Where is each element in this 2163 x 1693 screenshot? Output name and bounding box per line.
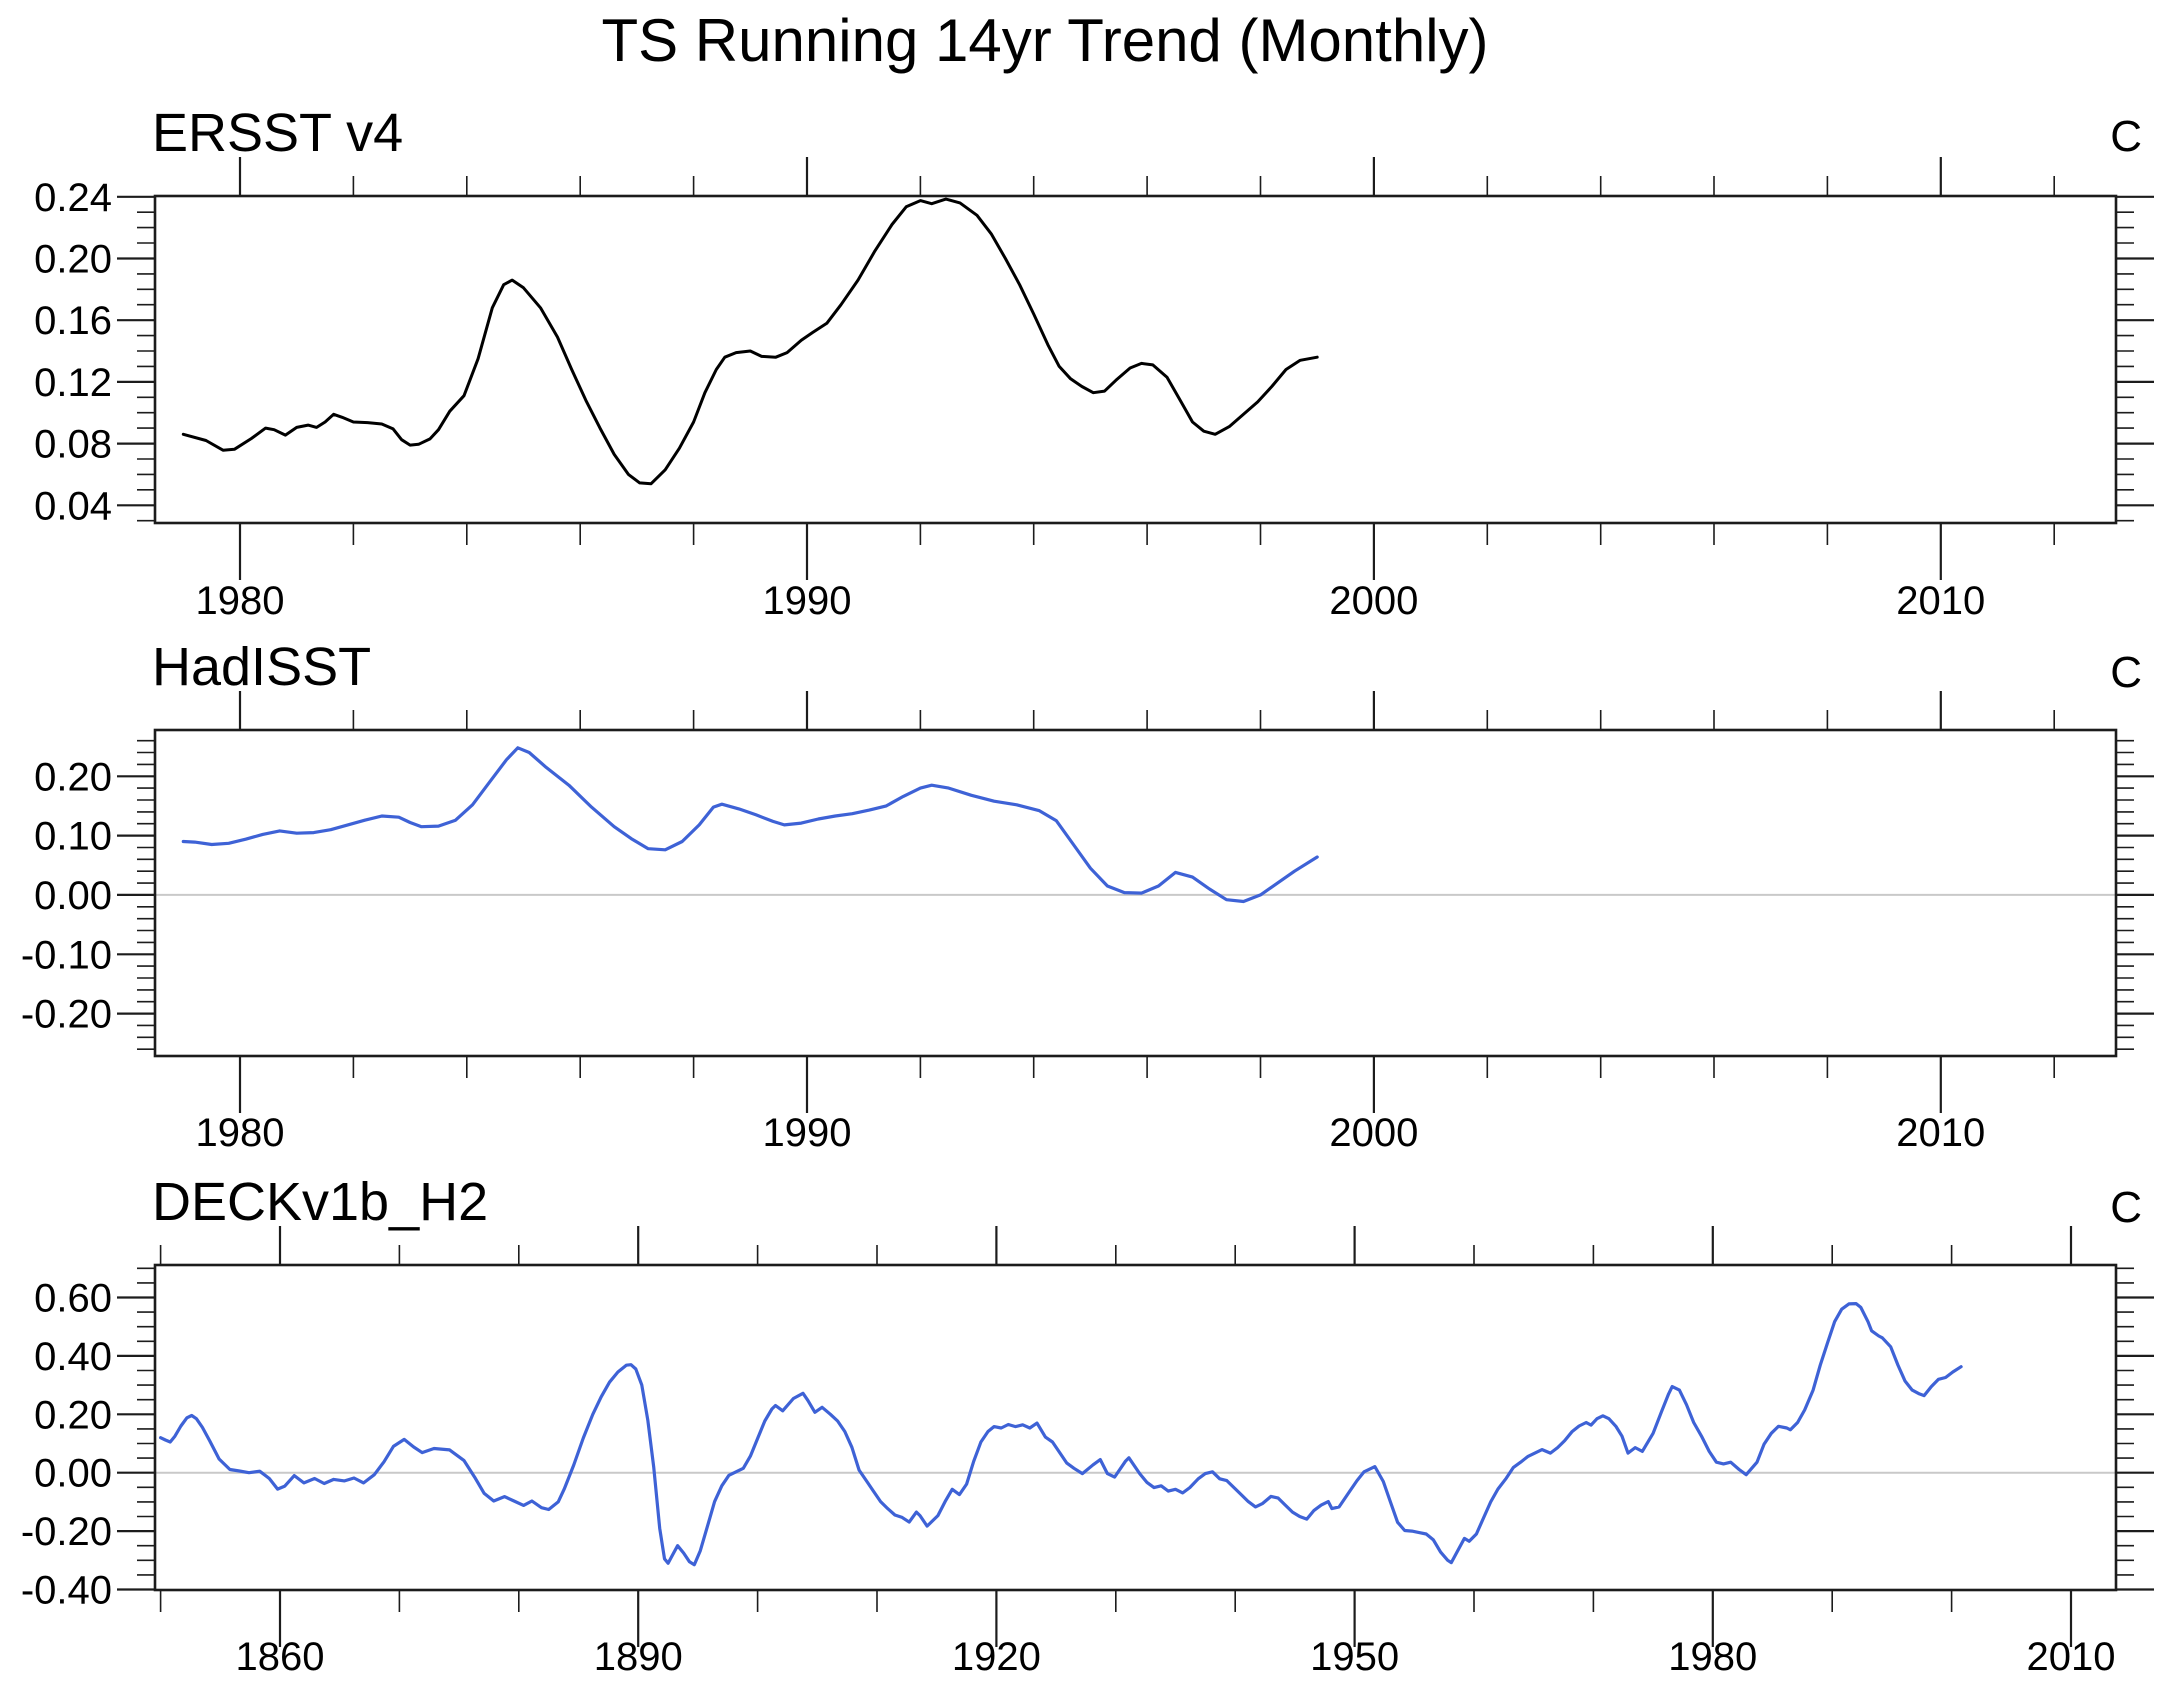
x-tick-label-hadisst: 2010: [1896, 1111, 1985, 1155]
y-tick-label-ersst-v4: 0.08: [34, 423, 112, 467]
x-tick-label-hadisst: 1980: [196, 1111, 285, 1155]
x-tick-label-hadisst: 2000: [1329, 1111, 1418, 1155]
y-tick-label-hadisst: 0.00: [34, 874, 112, 918]
panel-deckv1b-h2: 1860 1890 1920 1950 1980 2010 -0.40 -0.20 0.00 0.…: [21, 1226, 2154, 1679]
plot-frame-hadisst: [153, 728, 2118, 1058]
y-tick-label-hadisst: -0.10: [21, 933, 112, 977]
y-tick-label-hadisst: -0.20: [21, 993, 112, 1037]
unit-label-hadisst: C: [2110, 648, 2142, 697]
y-tick-label-deckv1b-h2: 0.00: [34, 1452, 112, 1496]
panel-title-hadisst: HadISST: [152, 637, 372, 697]
unit-label-deckv1b: C: [2110, 1183, 2142, 1232]
y-tick-label-hadisst: 0.10: [34, 815, 112, 859]
y-tick-label-ersst-v4: 0.24: [34, 176, 112, 220]
y-tick-label-deckv1b-h2: -0.20: [21, 1510, 112, 1554]
y-tick-label-hadisst: 0.20: [34, 755, 112, 799]
panel-title-deckv1b: DECKv1b_H2: [152, 1172, 489, 1232]
y-tick-label-deckv1b-h2: 0.60: [34, 1277, 112, 1321]
panel-title-ersst: ERSST v4: [152, 103, 404, 163]
x-tick-label-ersst-v4: 2010: [1896, 579, 1985, 623]
x-tick-label-deckv1b-h2: 1920: [952, 1635, 1041, 1679]
y-tick-label-ersst-v4: 0.12: [34, 361, 112, 405]
y-tick-label-deckv1b-h2: 0.40: [34, 1335, 112, 1379]
x-tick-label-deckv1b-h2: 1950: [1310, 1635, 1399, 1679]
x-tick-label-deckv1b-h2: 1980: [1668, 1635, 1757, 1679]
x-tick-label-deckv1b-h2: 2010: [2027, 1635, 2116, 1679]
y-tick-label-ersst-v4: 0.16: [34, 299, 112, 343]
x-tick-label-deckv1b-h2: 1890: [594, 1635, 683, 1679]
x-tick-label-deckv1b-h2: 1860: [236, 1635, 325, 1679]
x-tick-label-ersst-v4: 1980: [196, 579, 285, 623]
y-tick-label-deckv1b-h2: -0.40: [21, 1569, 112, 1613]
unit-label-ersst: C: [2110, 112, 2142, 161]
main-title: TS Running 14yr Trend (Monthly): [601, 7, 1489, 74]
panel-ersst-v4: 1980 1990 2000 2010 0.04 0.08 0.12 0.16 0.20 0.24: [34, 157, 2154, 623]
x-tick-label-ersst-v4: 2000: [1329, 579, 1418, 623]
y-tick-label-ersst-v4: 0.20: [34, 238, 112, 282]
plot-frame-deckv1b-h2: [153, 1263, 2118, 1592]
x-tick-label-ersst-v4: 1990: [763, 579, 852, 623]
series-curve-ersst-v4: [181, 197, 1319, 486]
panel-hadisst: 1980 1990 2000 2010 -0.20 -0.10 0.00 0.10 0.20: [21, 691, 2154, 1155]
y-tick-label-ersst-v4: 0.04: [34, 484, 112, 528]
series-curve-hadisst: [181, 746, 1319, 904]
plot-frame-ersst-v4: [153, 194, 2118, 525]
x-tick-label-hadisst: 1990: [763, 1111, 852, 1155]
series-curve-deckv1b-h2: [159, 1301, 1963, 1567]
y-tick-label-deckv1b-h2: 0.20: [34, 1393, 112, 1437]
